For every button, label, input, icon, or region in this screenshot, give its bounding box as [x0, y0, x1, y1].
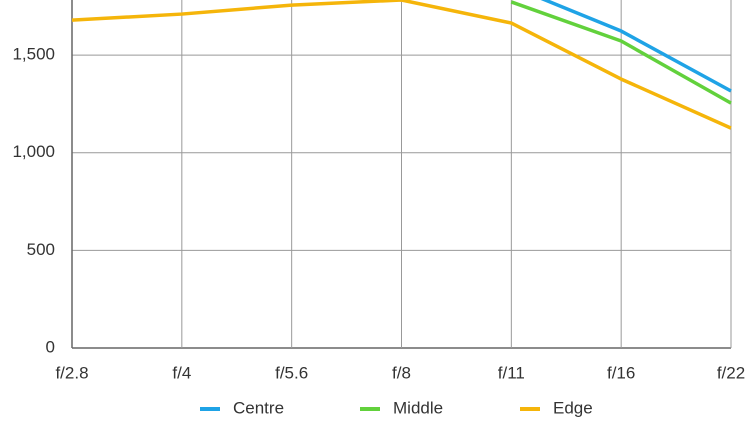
x-tick-label: f/16 [607, 363, 635, 382]
y-tick-label: 500 [27, 240, 55, 259]
series-line [540, 0, 732, 93]
y-tick-label: 1,000 [12, 142, 55, 161]
x-tick-label: f/11 [498, 363, 525, 382]
legend-label: Centre [233, 398, 284, 417]
legend-label: Middle [393, 398, 443, 417]
grid [71, 0, 732, 349]
plot-lines [71, 0, 732, 130]
series-line [71, 0, 732, 130]
y-tick-label: 0 [46, 337, 55, 356]
x-tick-label: f/22 [717, 363, 745, 382]
x-tick-label: f/8 [392, 363, 411, 382]
y-tick-label: 1,500 [12, 45, 55, 64]
legend: Centre Middle Edge [200, 398, 593, 417]
series-line [510, 0, 732, 105]
labels: 0 500 1,000 1,500 f/2.8 f/4 f/5.6 f/8 f/11 f/16 f/… [12, 45, 745, 383]
x-tick-label: f/2.8 [55, 363, 88, 382]
legend-label: Edge [553, 398, 593, 417]
x-tick-label: f/4 [172, 363, 191, 382]
x-tick-label: f/5.6 [275, 363, 308, 382]
